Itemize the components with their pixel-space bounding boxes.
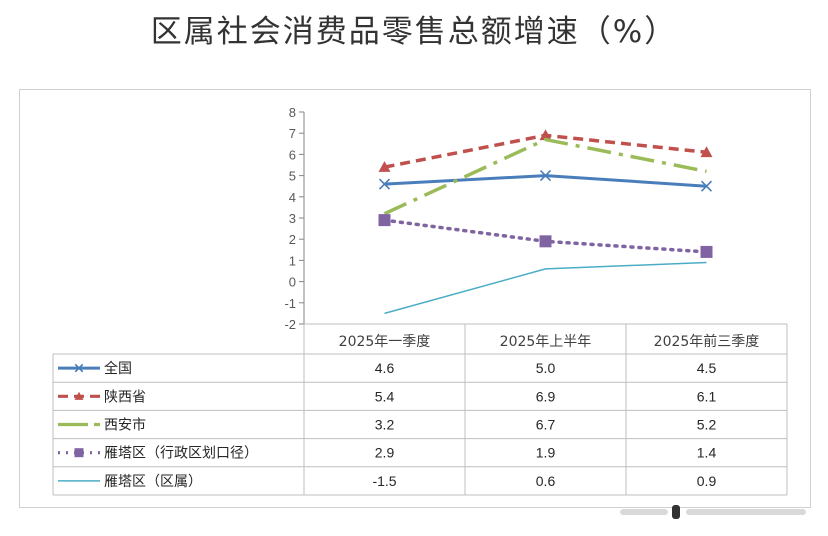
table-cell-value: 6.7 xyxy=(536,417,556,433)
series-line xyxy=(384,261,707,315)
series-line xyxy=(384,174,707,188)
x-marker xyxy=(539,170,552,182)
table-row: 陕西省 5.4 6.9 6.1 xyxy=(58,388,716,405)
table-row: 西安市 3.2 6.7 5.2 xyxy=(58,417,716,434)
x-marker xyxy=(378,178,391,190)
series-西安市 xyxy=(383,137,707,216)
x-marker xyxy=(74,363,84,373)
legend-label: 陕西省 xyxy=(104,389,146,405)
table-cell-value: 0.9 xyxy=(697,473,717,489)
y-axis: -2 -1 0 1 2 3 4 5 6 7 8 xyxy=(284,105,305,332)
y-tick-label: -1 xyxy=(284,296,296,311)
square-marker xyxy=(378,214,391,227)
series-lines xyxy=(378,129,713,315)
table-cell-value: 4.5 xyxy=(697,360,717,376)
legend-label: 雁塔区（区属） xyxy=(104,474,202,490)
y-tick-label: 8 xyxy=(289,105,296,120)
table-cell-value: 5.0 xyxy=(536,360,556,376)
table-cell-value: 1.9 xyxy=(536,445,556,461)
table-cell-value: 5.2 xyxy=(697,417,717,433)
square-marker xyxy=(74,448,84,458)
table-row: 全国 4.6 5.0 4.5 xyxy=(58,360,716,377)
triangle-marker xyxy=(378,161,391,172)
table-cell-value: 4.6 xyxy=(375,360,395,376)
table-cell-value: 3.2 xyxy=(375,417,395,433)
table-cell-value: 6.1 xyxy=(697,388,717,404)
category-label: 2025年上半年 xyxy=(500,334,592,350)
y-tick-label: 6 xyxy=(289,147,296,162)
y-tick-label: 4 xyxy=(289,190,296,205)
table-row: 雁塔区（区属） -1.5 0.6 0.9 xyxy=(58,473,716,490)
square-marker xyxy=(700,245,713,258)
series-line xyxy=(383,137,707,216)
square-marker xyxy=(539,235,552,248)
legend-label: 雁塔区（行政区划口径） xyxy=(104,446,258,462)
y-tick-label: 1 xyxy=(289,253,296,268)
y-tick-label: 0 xyxy=(289,275,296,290)
triangle-marker xyxy=(74,391,84,400)
table-cell-value: 0.6 xyxy=(536,473,556,489)
table-cell-value: 2.9 xyxy=(375,445,395,461)
legend-label: 西安市 xyxy=(104,417,146,434)
watermark-decoration xyxy=(620,505,810,519)
legend-label: 全国 xyxy=(104,360,132,377)
y-tick-label: 3 xyxy=(289,211,296,226)
series-陕西省 xyxy=(378,129,713,172)
table-cell-value: 5.4 xyxy=(375,388,395,404)
table-cell-value: 1.4 xyxy=(697,445,717,461)
triangle-marker xyxy=(539,129,552,141)
category-label: 2025年一季度 xyxy=(339,334,431,350)
y-tick-label: 5 xyxy=(289,169,296,184)
chart-title: 区属社会消费品零售总额增速（%） xyxy=(150,14,678,50)
series-雁塔区（区属） xyxy=(384,261,707,315)
triangle-marker xyxy=(700,146,713,158)
category-label: 2025年前三季度 xyxy=(654,333,760,350)
series-全国 xyxy=(378,170,713,192)
table-cell-value: -1.5 xyxy=(372,473,396,489)
y-tick-label: 2 xyxy=(289,232,296,247)
y-tick-label: 7 xyxy=(289,126,296,141)
y-tick-label: -2 xyxy=(284,317,296,332)
table-row: 雁塔区（行政区划口径） 2.9 1.9 1.4 xyxy=(58,445,716,462)
table-cell-value: 6.9 xyxy=(536,388,556,404)
series-雁塔区（行政区划口径） xyxy=(378,214,713,258)
x-marker xyxy=(700,180,713,192)
